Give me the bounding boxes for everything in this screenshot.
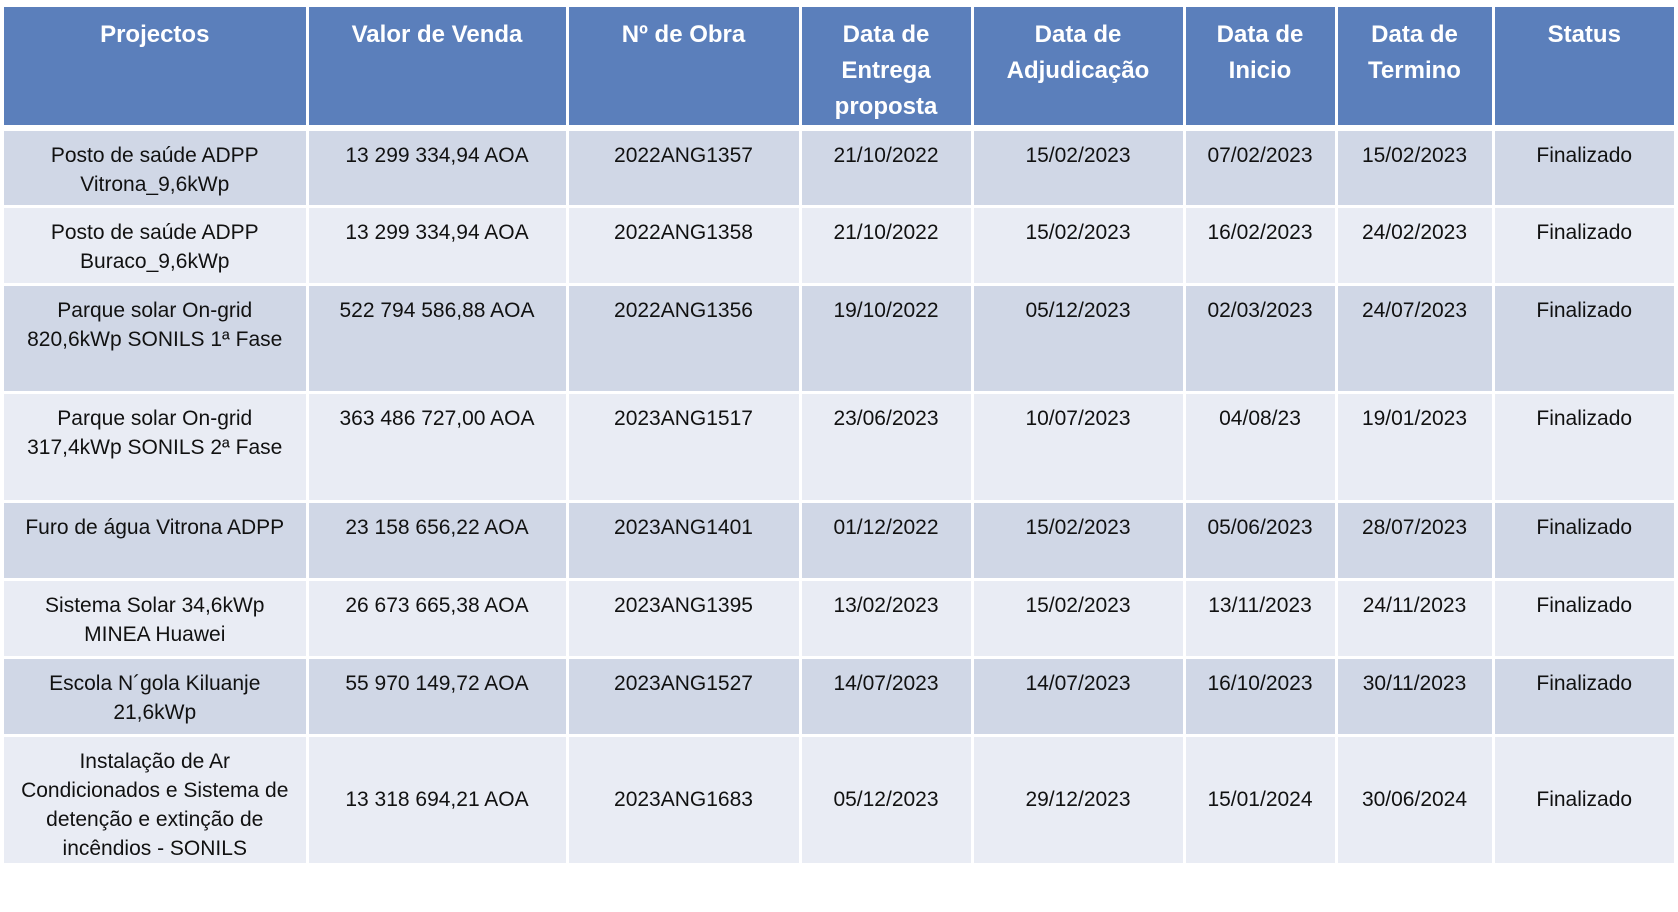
project-name-cell: Furo de água Vitrona ADPP (4, 501, 309, 581)
award-date-cell: 15/02/2023 (972, 128, 1186, 208)
status-cell: Finalizado (1493, 657, 1674, 737)
status-cell: Finalizado (1493, 284, 1674, 394)
award-date-cell: 14/07/2023 (972, 657, 1186, 737)
delivery-date-cell: 21/10/2022 (800, 206, 974, 286)
table-row: Escola N´gola Kiluanje 21,6kWp 55 970 14… (4, 657, 1674, 737)
status-cell: Finalizado (1493, 128, 1674, 208)
delivery-date-cell: 05/12/2023 (800, 735, 974, 866)
work-number-cell: 2023ANG1517 (567, 392, 802, 503)
start-date-cell: 13/11/2023 (1184, 579, 1338, 659)
project-name-cell: Posto de saúde ADPP Vitrona_9,6kWp (4, 128, 309, 208)
work-number-cell: 2023ANG1683 (567, 735, 802, 866)
header-data-de-adjudicacao: Data de Adjudicação (972, 7, 1186, 131)
delivery-date-cell: 23/06/2023 (800, 392, 974, 503)
header-data-de-entrega: Data de Entrega proposta (800, 7, 974, 131)
award-date-cell: 10/07/2023 (972, 392, 1186, 503)
start-date-cell: 05/06/2023 (1184, 501, 1338, 581)
end-date-cell: 24/02/2023 (1336, 206, 1495, 286)
table-row: Instalação de Ar Condicionados e Sistema… (4, 735, 1674, 866)
start-date-cell: 04/08/23 (1184, 392, 1338, 503)
award-date-cell: 15/02/2023 (972, 206, 1186, 286)
work-number-cell: 2022ANG1356 (567, 284, 802, 394)
delivery-date-cell: 21/10/2022 (800, 128, 974, 208)
end-date-cell: 30/06/2024 (1336, 735, 1495, 866)
project-name-cell: Parque solar On-grid 317,4kWp SONILS 2ª … (4, 392, 309, 503)
sale-value-cell: 522 794 586,88 AOA (307, 284, 569, 394)
end-date-cell: 28/07/2023 (1336, 501, 1495, 581)
table-row: Parque solar On-grid 820,6kWp SONILS 1ª … (4, 284, 1674, 394)
header-data-de-termino: Data de Termino (1336, 7, 1495, 131)
status-cell: Finalizado (1493, 501, 1674, 581)
sale-value-cell: 55 970 149,72 AOA (307, 657, 569, 737)
delivery-date-cell: 14/07/2023 (800, 657, 974, 737)
work-number-cell: 2023ANG1527 (567, 657, 802, 737)
end-date-cell: 30/11/2023 (1336, 657, 1495, 737)
sale-value-cell: 23 158 656,22 AOA (307, 501, 569, 581)
end-date-cell: 19/01/2023 (1336, 392, 1495, 503)
delivery-date-cell: 19/10/2022 (800, 284, 974, 394)
project-name-cell: Sistema Solar 34,6kWp MINEA Huawei (4, 579, 309, 659)
project-name-cell: Parque solar On-grid 820,6kWp SONILS 1ª … (4, 284, 309, 394)
projects-table-container: Projectos Valor de Venda Nº de Obra Data… (4, 7, 1674, 866)
project-name-cell: Posto de saúde ADPP Buraco_9,6kWp (4, 206, 309, 286)
header-numero-de-obra: Nº de Obra (567, 7, 802, 131)
award-date-cell: 29/12/2023 (972, 735, 1186, 866)
header-valor-de-venda: Valor de Venda (307, 7, 569, 131)
status-cell: Finalizado (1493, 392, 1674, 503)
project-name-cell: Instalação de Ar Condicionados e Sistema… (4, 735, 309, 866)
delivery-date-cell: 13/02/2023 (800, 579, 974, 659)
table-row: Posto de saúde ADPP Buraco_9,6kWp 13 299… (4, 206, 1674, 286)
table-row: Parque solar On-grid 317,4kWp SONILS 2ª … (4, 392, 1674, 503)
table-row: Furo de água Vitrona ADPP 23 158 656,22 … (4, 501, 1674, 581)
sale-value-cell: 13 318 694,21 AOA (307, 735, 569, 866)
project-name-cell: Escola N´gola Kiluanje 21,6kWp (4, 657, 309, 737)
table-header-row: Projectos Valor de Venda Nº de Obra Data… (4, 7, 1674, 131)
status-cell: Finalizado (1493, 579, 1674, 659)
sale-value-cell: 13 299 334,94 AOA (307, 128, 569, 208)
start-date-cell: 07/02/2023 (1184, 128, 1338, 208)
table-row: Sistema Solar 34,6kWp MINEA Huawei 26 67… (4, 579, 1674, 659)
end-date-cell: 24/11/2023 (1336, 579, 1495, 659)
end-date-cell: 15/02/2023 (1336, 128, 1495, 208)
start-date-cell: 16/10/2023 (1184, 657, 1338, 737)
work-number-cell: 2022ANG1358 (567, 206, 802, 286)
award-date-cell: 15/02/2023 (972, 579, 1186, 659)
end-date-cell: 24/07/2023 (1336, 284, 1495, 394)
header-status: Status (1493, 7, 1674, 131)
header-projectos: Projectos (4, 7, 309, 131)
start-date-cell: 15/01/2024 (1184, 735, 1338, 866)
delivery-date-cell: 01/12/2022 (800, 501, 974, 581)
sale-value-cell: 363 486 727,00 AOA (307, 392, 569, 503)
work-number-cell: 2022ANG1357 (567, 128, 802, 208)
award-date-cell: 15/02/2023 (972, 501, 1186, 581)
status-cell: Finalizado (1493, 735, 1674, 866)
work-number-cell: 2023ANG1401 (567, 501, 802, 581)
header-data-de-inicio: Data de Inicio (1184, 7, 1338, 131)
table-row: Posto de saúde ADPP Vitrona_9,6kWp 13 29… (4, 128, 1674, 208)
award-date-cell: 05/12/2023 (972, 284, 1186, 394)
start-date-cell: 02/03/2023 (1184, 284, 1338, 394)
sale-value-cell: 26 673 665,38 AOA (307, 579, 569, 659)
projects-table: Projectos Valor de Venda Nº de Obra Data… (4, 7, 1674, 866)
start-date-cell: 16/02/2023 (1184, 206, 1338, 286)
status-cell: Finalizado (1493, 206, 1674, 286)
work-number-cell: 2023ANG1395 (567, 579, 802, 659)
sale-value-cell: 13 299 334,94 AOA (307, 206, 569, 286)
